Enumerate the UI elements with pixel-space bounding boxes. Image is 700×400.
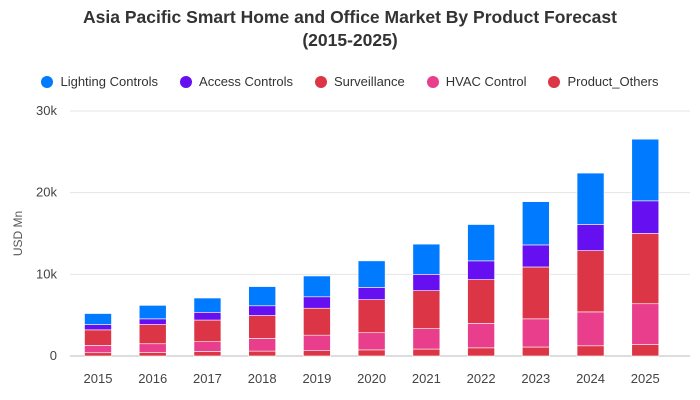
bar-segment-access-controls-2022 <box>467 260 495 280</box>
bar-segment-lighting-controls-2025 <box>631 138 660 202</box>
bar-segment-hvac-control-2021 <box>412 328 441 350</box>
x-tick-label: 2021 <box>412 371 441 386</box>
bar-segment-access-controls-2025 <box>631 200 660 234</box>
x-tick-label: 2022 <box>467 371 496 386</box>
x-tick-label: 2017 <box>193 371 222 386</box>
bar-segment-lighting-controls-2021 <box>412 243 441 275</box>
bar-segment-surveillance-2015 <box>84 329 112 346</box>
bar-segment-surveillance-2022 <box>467 279 495 324</box>
x-tick-label: 2015 <box>84 371 113 386</box>
bar-segment-hvac-control-2016 <box>138 343 167 353</box>
bar-segment-hvac-control-2017 <box>193 341 222 352</box>
chart-title-line2: (2015-2025) <box>302 30 398 50</box>
bar-segment-hvac-control-2022 <box>467 323 495 349</box>
x-tick-label: 2024 <box>576 371 605 386</box>
y-tick-label: 20k <box>36 185 57 200</box>
legend-label: Product_Others <box>567 74 659 89</box>
bar-segment-access-controls-2024 <box>576 224 605 251</box>
bar-segment-lighting-controls-2020 <box>357 260 386 288</box>
bar-segment-access-controls-2019 <box>303 296 331 309</box>
bar-segment-product-others-2017 <box>193 351 222 357</box>
legend-label: Access Controls <box>199 74 293 89</box>
bar-segment-access-controls-2018 <box>248 305 276 316</box>
bar-segment-lighting-controls-2016 <box>138 305 167 320</box>
chart-legend: Lighting Controls Access Controls Survei… <box>0 74 700 89</box>
bar-segment-surveillance-2024 <box>576 250 605 313</box>
bar-segment-surveillance-2019 <box>303 307 331 336</box>
legend-label: HVAC Control <box>445 74 527 89</box>
bar-segment-hvac-control-2015 <box>84 345 112 354</box>
x-tick-label: 2019 <box>302 371 331 386</box>
legend-marker <box>41 75 54 88</box>
bar-segment-product-others-2023 <box>522 346 550 357</box>
legend-item-surveillance[interactable]: Surveillance <box>314 74 405 89</box>
bar-segment-product-others-2020 <box>357 349 386 357</box>
bar-segment-lighting-controls-2024 <box>576 172 605 225</box>
legend-label: Lighting Controls <box>60 74 159 89</box>
bar-segment-product-others-2025 <box>631 344 660 357</box>
bar-segment-surveillance-2017 <box>193 319 222 343</box>
bar-segment-lighting-controls-2015 <box>84 313 112 325</box>
bar-segment-hvac-control-2024 <box>576 311 605 347</box>
legend-marker <box>180 75 193 88</box>
x-tick-label: 2025 <box>631 371 660 386</box>
legend-item-access-controls[interactable]: Access Controls <box>180 74 293 89</box>
legend-marker <box>426 75 439 88</box>
legend-item-lighting-controls[interactable]: Lighting Controls <box>41 74 158 89</box>
x-tick-label: 2018 <box>248 371 277 386</box>
bar-segment-lighting-controls-2018 <box>248 286 276 307</box>
bar-segment-hvac-control-2018 <box>248 338 276 352</box>
bar-segment-surveillance-2021 <box>412 290 441 329</box>
legend-item-product-others[interactable]: Product_Others <box>548 74 659 89</box>
y-tick-label: 0 <box>50 348 57 363</box>
bar-segment-product-others-2018 <box>248 350 276 357</box>
bar-segment-surveillance-2023 <box>522 266 550 320</box>
legend-label: Surveillance <box>333 74 405 89</box>
y-tick-label: 30k <box>36 103 57 118</box>
chart-title-line1: Asia Pacific Smart Home and Office Marke… <box>83 7 617 27</box>
bar-segment-hvac-control-2020 <box>357 332 386 351</box>
bar-segment-access-controls-2017 <box>193 312 222 321</box>
chart-title: Asia Pacific Smart Home and Office Marke… <box>0 6 700 52</box>
bar-segment-product-others-2015 <box>84 352 112 357</box>
bar-segment-hvac-control-2019 <box>303 334 331 351</box>
bar-segment-lighting-controls-2019 <box>303 275 331 298</box>
bar-segment-access-controls-2020 <box>357 287 386 300</box>
legend-item-hvac-control[interactable]: HVAC Control <box>426 74 527 89</box>
bar-segment-surveillance-2020 <box>357 299 386 334</box>
bar-segment-lighting-controls-2022 <box>467 224 495 262</box>
bar-segment-surveillance-2025 <box>631 233 660 305</box>
bar-segment-hvac-control-2025 <box>631 303 660 345</box>
bar-segment-product-others-2024 <box>576 345 605 357</box>
bar-segment-product-others-2022 <box>467 347 495 357</box>
bar-segment-access-controls-2023 <box>522 244 550 268</box>
bar-segment-product-others-2016 <box>138 352 167 357</box>
bar-segment-product-others-2021 <box>412 348 441 357</box>
x-tick-label: 2023 <box>521 371 550 386</box>
legend-marker <box>314 75 327 88</box>
bar-segment-access-controls-2021 <box>412 274 441 291</box>
bar-segment-access-controls-2015 <box>84 324 112 331</box>
y-axis-label: USD Mn <box>11 211 25 256</box>
bar-segment-access-controls-2016 <box>138 318 167 325</box>
bar-segment-lighting-controls-2023 <box>522 201 550 246</box>
legend-marker <box>548 75 561 88</box>
y-tick-label: 10k <box>36 266 57 281</box>
bar-segment-surveillance-2018 <box>248 315 276 339</box>
x-tick-label: 2016 <box>138 371 167 386</box>
bar-segment-product-others-2019 <box>303 350 331 357</box>
bar-segment-lighting-controls-2017 <box>193 297 222 313</box>
bar-segment-surveillance-2016 <box>138 324 167 345</box>
bar-segment-hvac-control-2023 <box>522 318 550 348</box>
x-tick-label: 2020 <box>357 371 386 386</box>
